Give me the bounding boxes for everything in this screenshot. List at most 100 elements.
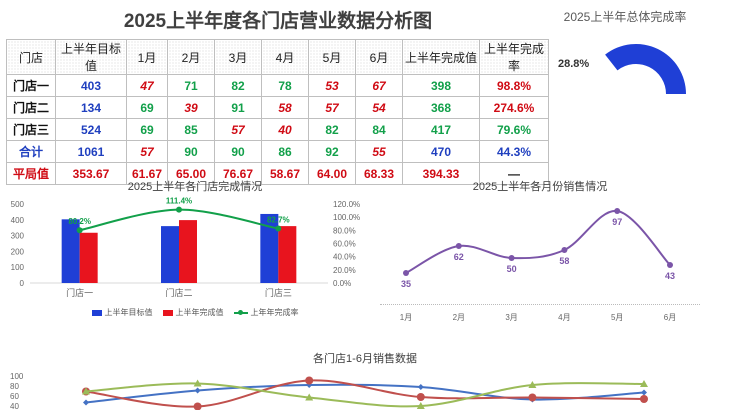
store-point (416, 393, 425, 401)
monthly-data-label: 35 (401, 279, 411, 289)
store-point (640, 395, 648, 403)
table-row: 门店二 134 69 39 91 58 57 54 368 274.6% (6, 96, 549, 119)
x-tick-label: 门店二 (165, 287, 192, 298)
table-cell: 524 (55, 118, 127, 141)
table-cell: 84 (355, 118, 403, 141)
store-monthly-chart-title: 各门店1-6月销售数据 (313, 353, 417, 365)
rate-data-label: 80.2% (68, 217, 91, 226)
column-header: 上半年完成值 (402, 39, 480, 75)
table-cell: 91 (214, 96, 262, 119)
table-cell: 44.3% (479, 140, 549, 163)
table-cell: 403 (55, 74, 127, 97)
table-cell: 92 (308, 140, 356, 163)
gauge-title: 2025上半年总体完成率 (563, 10, 687, 24)
store-completion-chart: 0 100 200 300 400 500 0.0% 20.0% 40.0% 60.0% 80.0%… (11, 197, 361, 298)
store-point (193, 402, 202, 410)
column-header: 上半年完成率 (479, 39, 549, 75)
store-point (305, 393, 314, 401)
y-tick-label: 500 (11, 200, 25, 209)
y-tick-label: 60 (10, 392, 19, 401)
table-cell: 368 (402, 96, 480, 119)
y-tick-label: 100 (11, 263, 25, 272)
table-cell: 61.67 (126, 162, 168, 185)
store-point (416, 402, 425, 409)
x-tick-label: 1月 (400, 313, 412, 322)
bar-chart-title: 2025上半年各门店完成情况 (127, 181, 263, 193)
column-header: 门店 (6, 39, 56, 75)
legend-target-swatch (91, 309, 102, 316)
table-cell: 398 (402, 74, 480, 97)
table-cell: 78 (261, 74, 309, 97)
column-header: 4月 (261, 39, 309, 75)
table-cell: 470 (402, 140, 480, 163)
table-cell: 71 (167, 74, 215, 97)
legend-rate: 上年年完成率 (233, 307, 299, 318)
y2-tick-label: 40.0% (333, 253, 356, 262)
table-cell: 86 (261, 140, 309, 163)
gauge-chart: 28.8% (558, 44, 686, 94)
table-row: 平局值 353.67 61.67 65.00 76.67 58.67 64.00 68.33 3… (6, 162, 549, 185)
monthly-sales-chart: 35 62 50 58 97 43 1月 2月 3月 4月 5月 6月 (400, 208, 676, 322)
y2-tick-label: 0.0% (333, 279, 351, 288)
table-cell: 57 (126, 140, 168, 163)
table-cell: 90 (214, 140, 262, 163)
table-row: 门店三 524 69 85 57 40 82 84 417 79.6% (6, 118, 549, 141)
table-cell: 1061 (55, 140, 127, 163)
x-tick-label: 6月 (664, 313, 676, 322)
table-cell: 98.8% (479, 74, 549, 97)
monthly-point (403, 270, 409, 276)
table-cell: 39 (167, 96, 215, 119)
column-header: 2月 (167, 39, 215, 75)
bar (79, 232, 98, 283)
monthly-point (508, 255, 515, 261)
monthly-point (667, 262, 673, 268)
x-tick-label: 2月 (453, 313, 465, 322)
table-cell: 67 (355, 74, 403, 97)
y2-tick-label: 80.0% (333, 226, 356, 235)
column-header: 6月 (355, 39, 403, 75)
x-tick-label: 门店一 (66, 287, 93, 298)
monthly-data-label: 43 (665, 271, 675, 281)
rate-data-label: 82.7% (267, 216, 290, 225)
table-cell: 69 (126, 118, 168, 141)
table-cell: 58 (261, 96, 309, 119)
legend-target: 上半年目标值 (91, 307, 153, 318)
table-cell: 65.00 (167, 162, 215, 185)
table-cell: 85 (167, 118, 215, 141)
monthly-point (455, 243, 462, 249)
column-header: 3月 (214, 39, 262, 75)
table-cell: 40 (261, 118, 309, 141)
y-tick-label: 80 (10, 382, 19, 391)
rate-point (76, 227, 83, 234)
row-label: 门店二 (6, 96, 56, 119)
store-point (82, 387, 90, 395)
rate-data-label: 111.4% (166, 197, 192, 206)
monthly-chart-title: 2025上半年各月份销售情况 (472, 181, 608, 193)
table-cell: 134 (55, 96, 127, 119)
store-point (640, 380, 648, 387)
y2-tick-label: 20.0% (333, 266, 356, 275)
y2-tick-label: 100.0% (333, 213, 360, 222)
gauge-arc (605, 44, 686, 94)
sales-table: 门店 上半年目标值 1月 2月 3月 4月 5月 6月 上半年完成值 上半年完成率 门店一 403 4… (6, 39, 549, 185)
bar (61, 219, 80, 283)
table-cell: — (479, 162, 549, 185)
table-header-row: 门店 上半年目标值 1月 2月 3月 4月 5月 6月 上半年完成值 上半年完成率 (6, 39, 549, 75)
y-tick-label: 200 (11, 247, 25, 256)
y-tick-label: 40 (10, 402, 19, 410)
column-header: 5月 (308, 39, 356, 75)
table-cell: 82 (214, 74, 262, 97)
y2-tick-label: 60.0% (333, 240, 356, 249)
store-point (528, 381, 537, 388)
legend-actual-swatch (162, 309, 173, 316)
y-tick-label: 100 (10, 372, 24, 381)
x-tick-label: 3月 (505, 313, 517, 322)
table-cell: 274.6% (479, 96, 549, 119)
monthly-point (614, 208, 621, 214)
table-cell: 69 (126, 96, 168, 119)
monthly-axis-line (380, 304, 700, 305)
rate-point (275, 225, 282, 232)
table-cell: 68.33 (355, 162, 403, 185)
table-cell: 417 (402, 118, 480, 141)
